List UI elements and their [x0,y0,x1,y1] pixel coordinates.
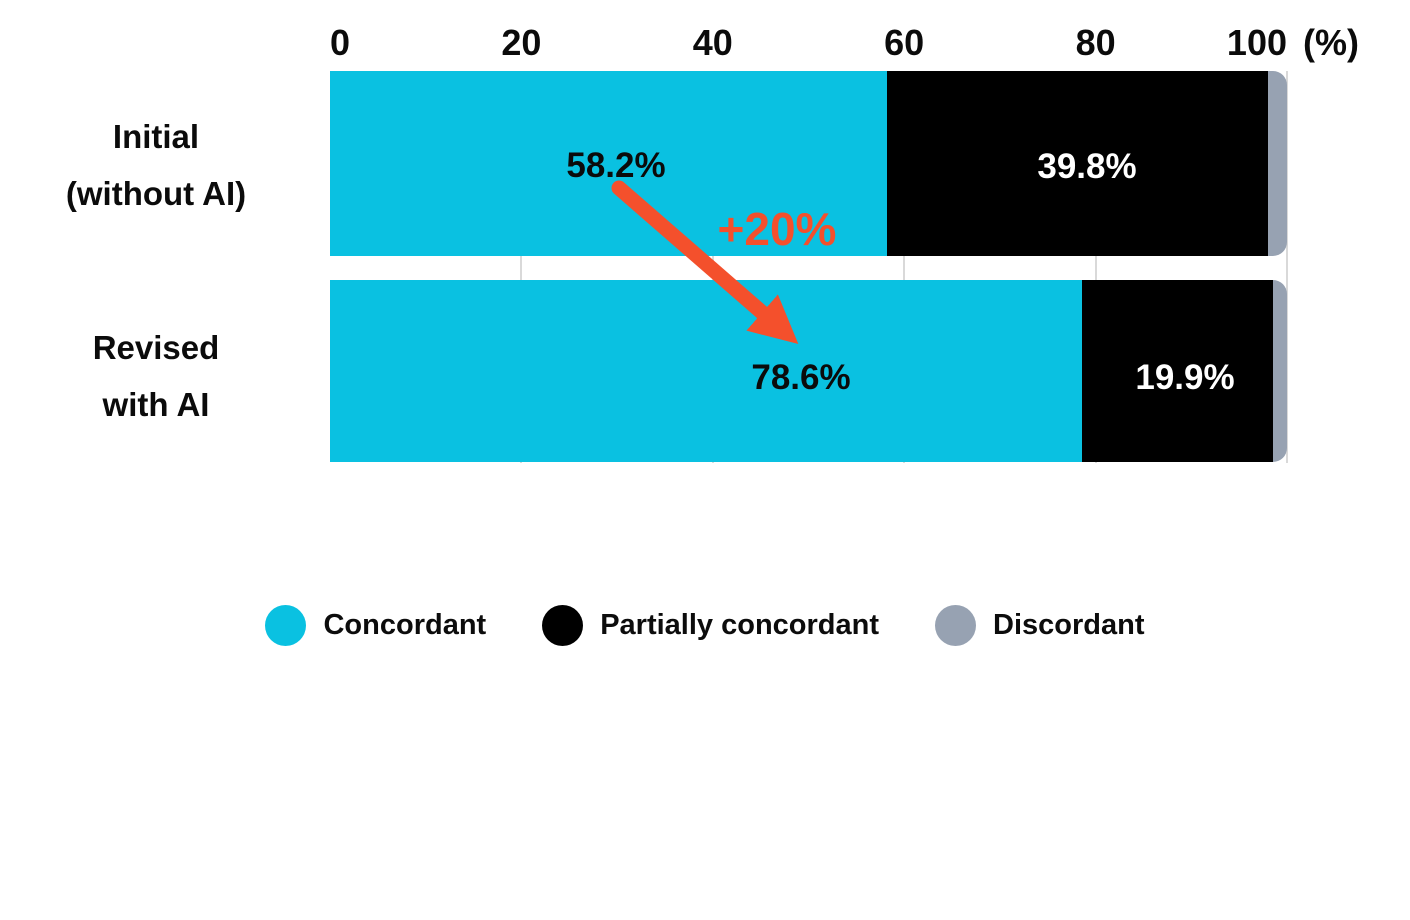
bar-revised-segment-discordant [1272,280,1287,462]
bar-revised [330,280,1287,462]
bar-initial-segment-partially-concordant [886,71,1268,256]
bar-revised-segment-partially-concordant [1082,280,1273,462]
legend: Concordant Partially concordant Discorda… [0,601,1410,649]
category-label-revised: Revised with AI [0,319,312,433]
gridline-60 [903,71,906,463]
bar-initial-segment-concordant [330,71,887,256]
bar-revised-segment-concordant [330,280,1083,462]
gridline-100 [1286,71,1288,463]
value-label-revised-partially-concordant: 19.9% [1135,358,1235,397]
discordant-swatch-icon [935,604,977,646]
category-label-revised-line2: with AI [102,386,210,423]
x-tick-100: 100 [1226,22,1287,63]
category-label-initial-line1: Initial [112,118,200,155]
legend-item-discordant: Discordant [935,604,1145,646]
x-tick-80: 80 [1075,22,1116,63]
plot-area [330,71,1288,463]
legend-label-concordant: Concordant [323,608,487,641]
x-tick-0: 0 [330,22,351,63]
increase-arrow-icon [611,180,799,345]
x-tick-60: 60 [884,22,925,63]
x-tick-40: 40 [692,22,733,63]
gridline-20 [520,71,523,463]
legend-label-partially-concordant: Partially concordant [600,608,880,641]
legend-item-concordant: Concordant [265,604,487,646]
annotation-increase: +20% [717,203,837,255]
value-label-revised-concordant: 78.6% [751,358,851,397]
category-label-initial: Initial (without AI) [0,108,312,222]
bar-initial [330,71,1287,256]
x-axis-unit-label: (%) [1303,22,1359,63]
x-axis: 0 20 40 60 80 100 (%) [330,20,1359,66]
partially-concordant-swatch-icon [542,604,584,646]
gridline-80 [1094,71,1097,463]
legend-label-discordant: Discordant [993,608,1145,641]
value-label-initial-concordant: 58.2% [566,146,666,185]
bar-initial-segment-discordant [1267,71,1287,256]
legend-item-partially-concordant: Partially concordant [542,604,880,646]
concordant-swatch-icon [265,604,307,646]
category-label-initial-line2: (without AI) [65,175,247,212]
value-label-initial-partially-concordant: 39.8% [1037,147,1137,186]
x-tick-20: 20 [501,22,542,63]
category-label-revised-line1: Revised [92,329,220,366]
